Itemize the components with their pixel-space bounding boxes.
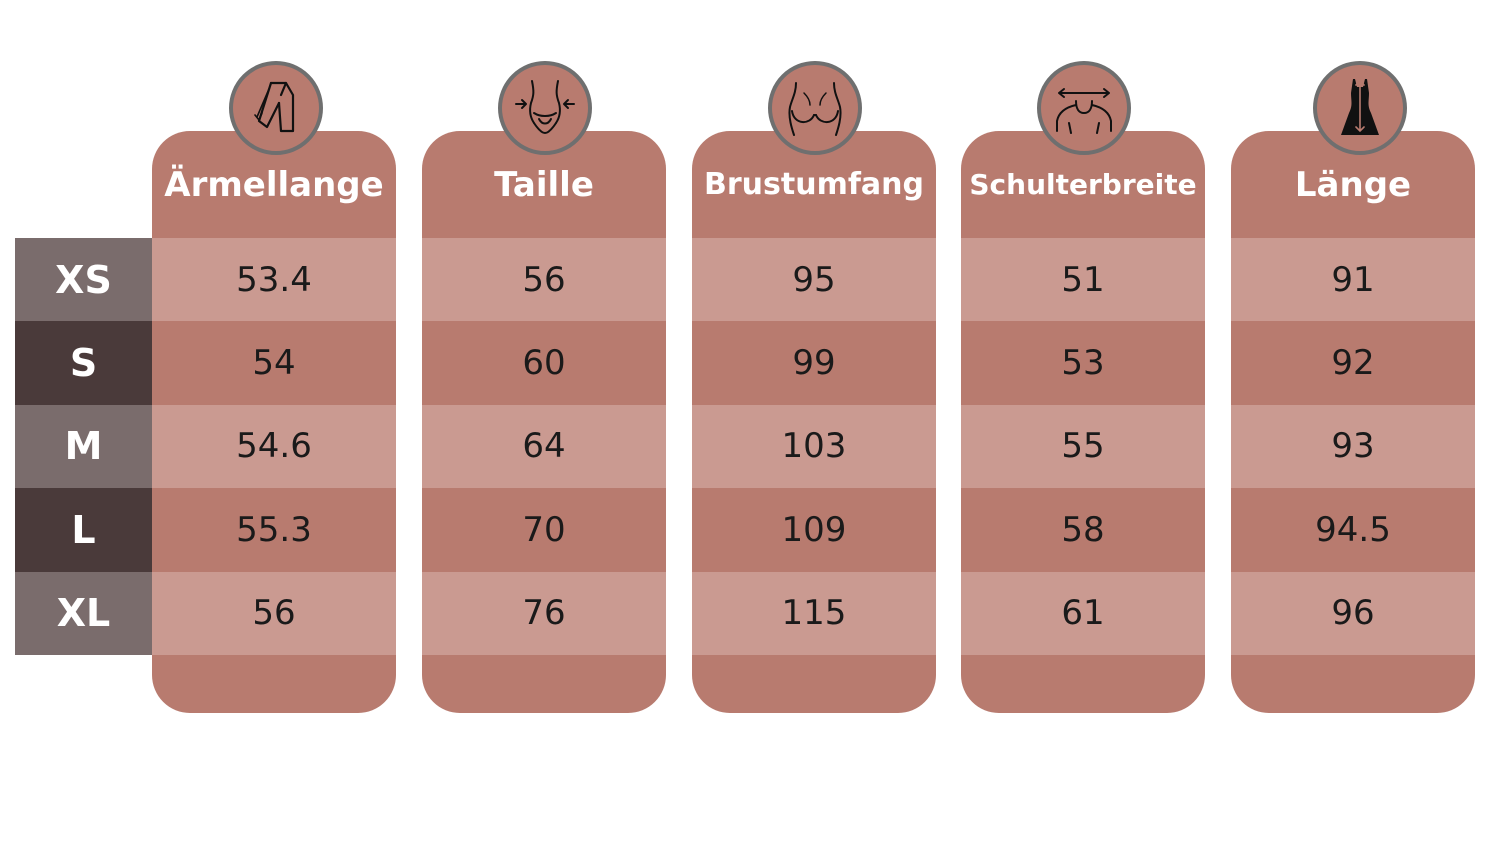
table-cell: 95 xyxy=(692,238,936,322)
table-cell: 51 xyxy=(961,238,1205,322)
size-label-xs: XS xyxy=(15,238,152,322)
table-cell: 55 xyxy=(961,404,1205,489)
column-bust: Brustumfang 95 99 103 109 115 xyxy=(692,131,936,713)
table-cell: 76 xyxy=(422,571,666,655)
table-cell: 99 xyxy=(692,321,936,405)
column-shoulder-width: Schulterbreite 51 53 55 58 61 xyxy=(961,131,1205,713)
table-cell: 53.4 xyxy=(152,238,396,322)
sleeve-length-icon xyxy=(229,61,323,155)
table-cell: 70 xyxy=(422,488,666,572)
table-cell: 93 xyxy=(1231,404,1475,489)
table-cell: 94.5 xyxy=(1231,488,1475,572)
size-column: XS S M L XL xyxy=(15,238,152,655)
table-cell: 56 xyxy=(152,571,396,655)
table-cell: 103 xyxy=(692,404,936,489)
shoulder-width-icon xyxy=(1037,61,1131,155)
table-cell: 60 xyxy=(422,321,666,405)
table-cell: 96 xyxy=(1231,571,1475,655)
column-waist: Taille 56 60 64 70 76 xyxy=(422,131,666,713)
dress-length-icon xyxy=(1313,61,1407,155)
table-cell: 54 xyxy=(152,321,396,405)
column-header: Länge xyxy=(1294,164,1412,205)
table-cell: 61 xyxy=(961,571,1205,655)
table-cell: 115 xyxy=(692,571,936,655)
column-header: Brustumfang xyxy=(704,167,924,202)
table-cell: 109 xyxy=(692,488,936,572)
table-cell: 56 xyxy=(422,238,666,322)
table-cell: 92 xyxy=(1231,321,1475,405)
table-cell: 54.6 xyxy=(152,404,396,489)
table-cell: 55.3 xyxy=(152,488,396,572)
table-cell: 91 xyxy=(1231,238,1475,322)
column-length: Länge 91 92 93 94.5 96 xyxy=(1231,131,1475,713)
size-label-s: S xyxy=(15,321,152,405)
waist-icon xyxy=(498,61,592,155)
column-header: Schulterbreite xyxy=(969,168,1197,201)
size-label-xl: XL xyxy=(15,571,152,655)
table-cell: 53 xyxy=(961,321,1205,405)
column-header: Taille xyxy=(494,164,594,205)
column-header: Ärmellange xyxy=(164,164,384,205)
table-cell: 58 xyxy=(961,488,1205,572)
table-cell: 64 xyxy=(422,404,666,489)
bust-icon xyxy=(768,61,862,155)
column-sleeve-length: Ärmellange 53.4 54 54.6 55.3 56 xyxy=(152,131,396,713)
size-label-l: L xyxy=(15,488,152,572)
size-label-m: M xyxy=(15,404,152,489)
